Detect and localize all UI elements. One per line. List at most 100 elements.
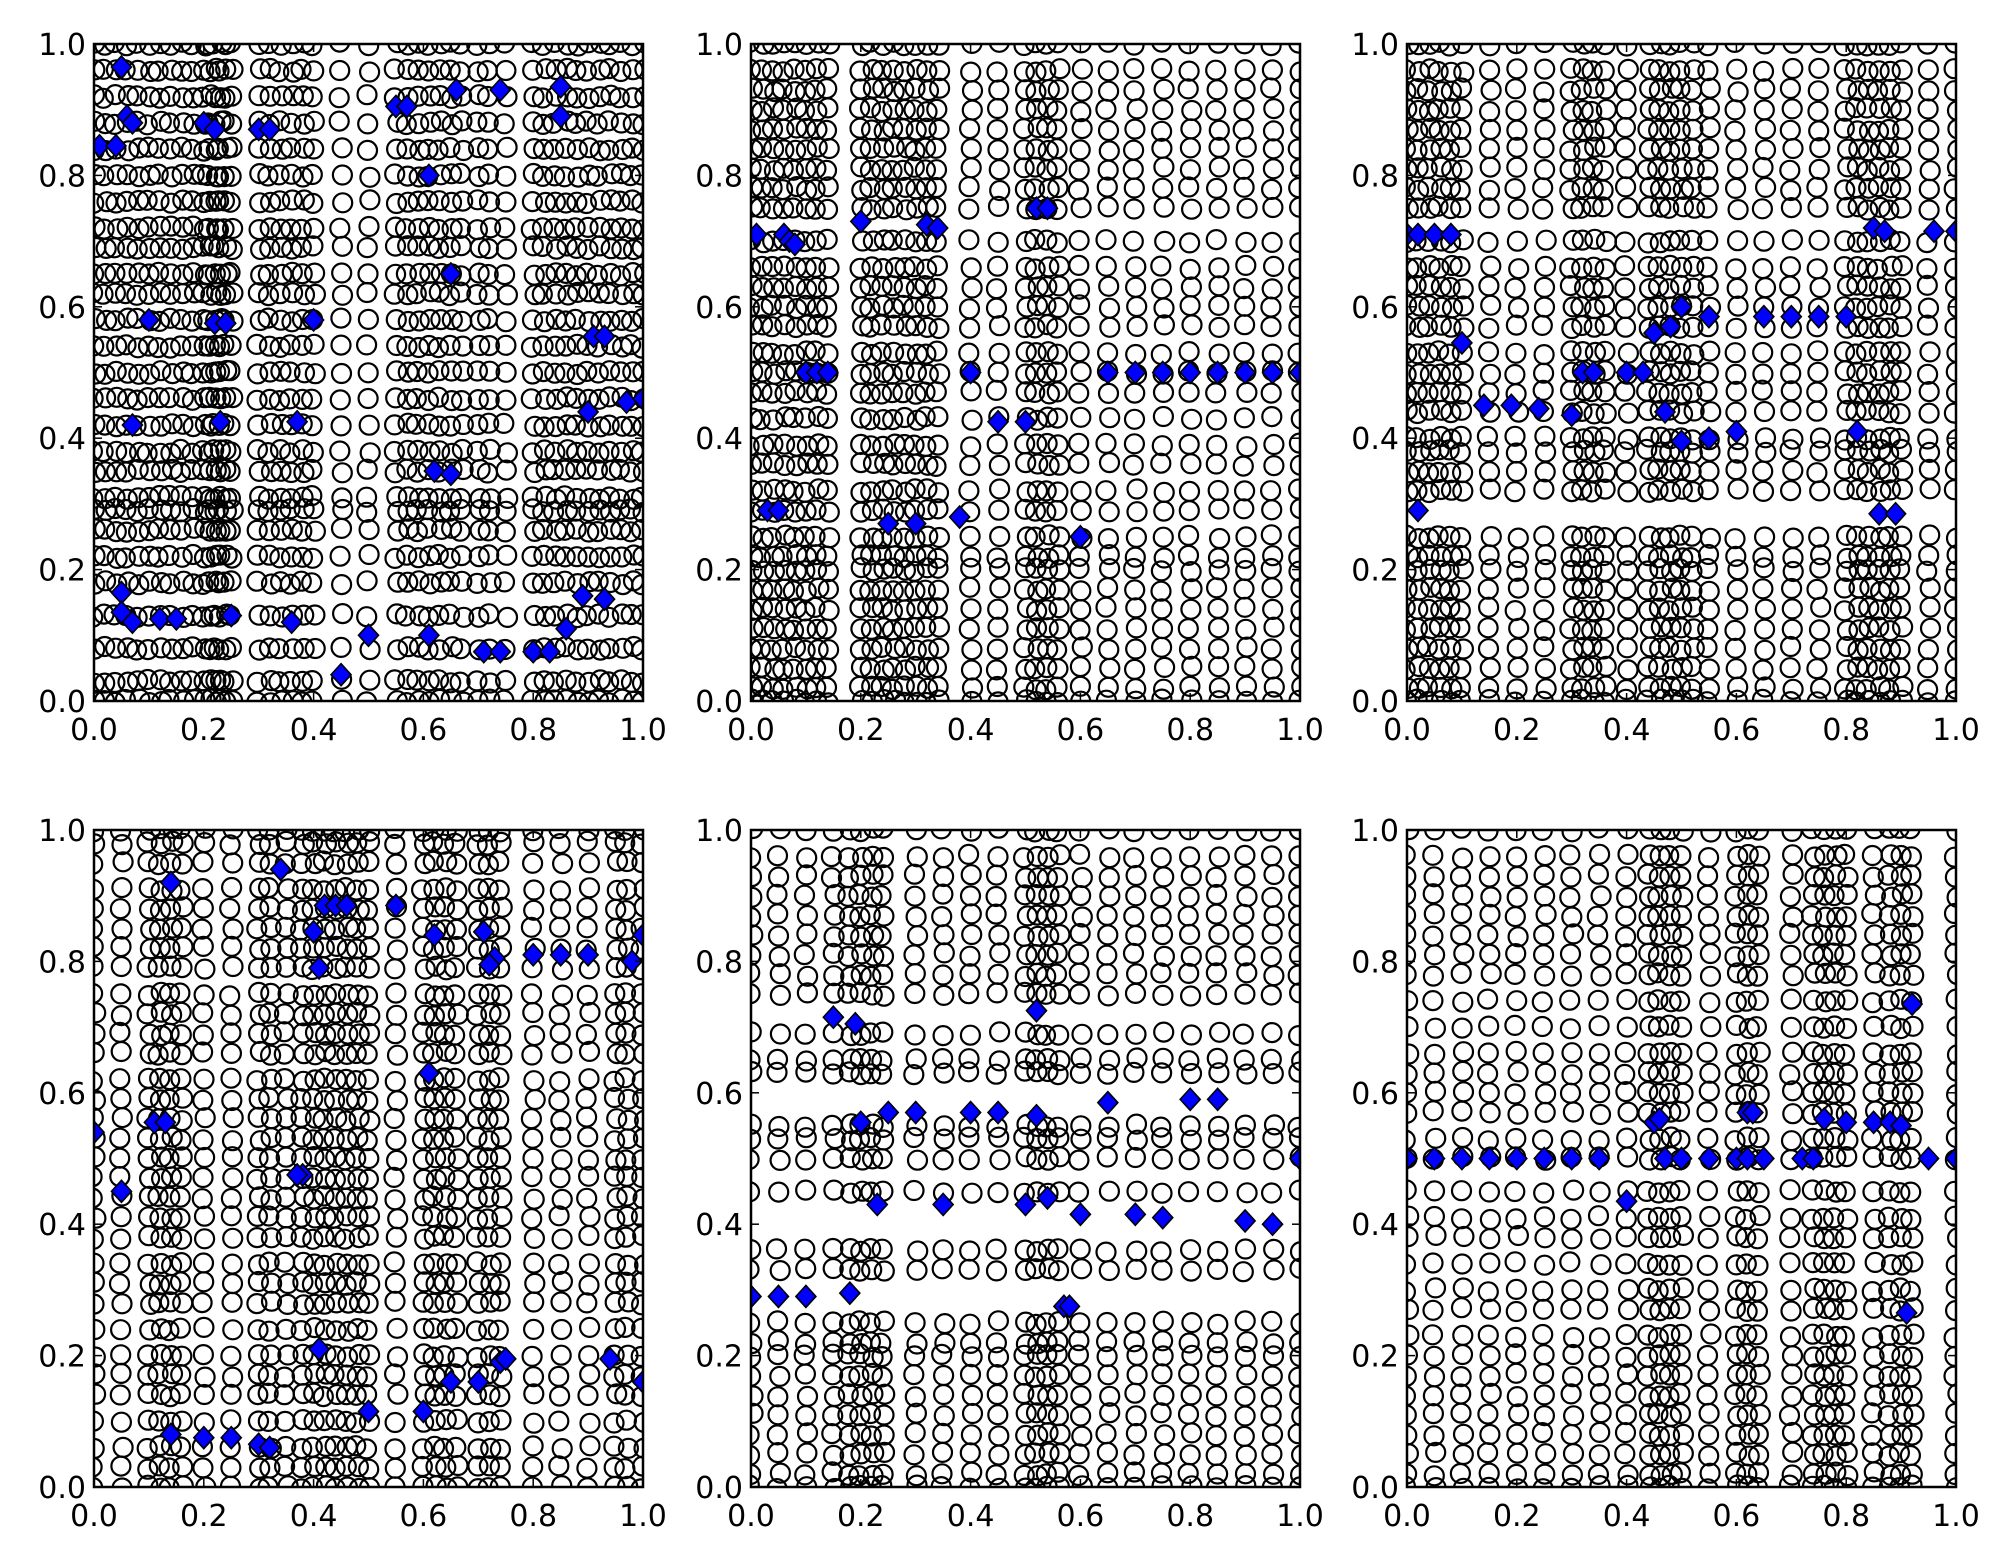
circle-marker	[128, 521, 150, 543]
circle-marker	[1476, 425, 1499, 447]
circle-marker	[324, 1089, 346, 1111]
circle-marker	[418, 216, 440, 239]
circle-marker	[147, 546, 169, 568]
circle-marker	[1918, 402, 1940, 424]
circle-marker	[346, 938, 368, 960]
circle-marker	[397, 636, 419, 658]
circle-marker	[213, 670, 235, 693]
circle-marker	[873, 1260, 895, 1282]
circle-marker	[796, 1442, 818, 1464]
circle-marker	[408, 113, 430, 135]
circle-marker	[488, 1089, 510, 1111]
circle-marker	[478, 1455, 500, 1477]
circle-marker	[823, 1179, 845, 1201]
circle-marker	[330, 334, 352, 356]
circle-marker	[933, 1062, 955, 1084]
circle-marker	[490, 831, 512, 854]
circle-marker	[1779, 256, 1802, 278]
circle-marker	[766, 1048, 789, 1071]
circle-marker	[751, 479, 763, 501]
circle-marker	[116, 262, 138, 284]
circle-marker	[1754, 78, 1776, 100]
circle-marker	[336, 938, 358, 960]
circle-marker	[1123, 80, 1145, 102]
circle-marker	[1036, 362, 1058, 384]
circle-marker	[1150, 120, 1173, 142]
circle-marker	[551, 1149, 573, 1171]
circle-marker	[331, 164, 353, 186]
circle-marker	[1504, 691, 1526, 701]
circle-marker	[1833, 58, 1855, 81]
circle-marker	[479, 438, 501, 460]
circle-marker	[1647, 158, 1669, 180]
circle-marker	[1559, 618, 1581, 640]
circle-marker	[478, 500, 501, 522]
circle-marker	[192, 1166, 214, 1189]
circle-marker	[633, 1411, 643, 1433]
circle-marker	[604, 1318, 627, 1340]
diamond-marker	[121, 412, 144, 438]
circle-marker	[960, 864, 982, 886]
circle-marker	[1658, 383, 1680, 405]
circle-marker	[315, 1435, 337, 1458]
circle-marker	[277, 1087, 299, 1110]
circle-marker	[1593, 691, 1616, 701]
circle-marker	[137, 216, 159, 238]
circle-marker	[117, 84, 140, 107]
circle-marker	[150, 1252, 172, 1275]
circle-marker	[753, 434, 775, 456]
circle-marker	[872, 830, 894, 839]
circle-marker	[358, 1022, 381, 1044]
circle-marker	[405, 283, 427, 305]
circle-marker	[1038, 256, 1060, 278]
circle-marker	[861, 886, 883, 908]
circle-marker	[384, 1189, 406, 1211]
circle-marker	[466, 44, 488, 56]
circle-marker	[873, 1310, 896, 1332]
circle-marker	[159, 1386, 181, 1408]
circle-marker	[1235, 618, 1257, 640]
circle-marker	[861, 675, 883, 697]
circle-marker	[1583, 403, 1605, 425]
circle-marker	[180, 670, 202, 692]
circle-marker	[774, 382, 796, 404]
circle-marker	[931, 1047, 954, 1070]
circle-marker	[960, 598, 982, 620]
circle-marker	[417, 487, 439, 509]
circle-marker	[1068, 432, 1090, 454]
circle-marker	[428, 360, 450, 382]
circle-marker	[1583, 692, 1605, 701]
circle-marker	[1584, 525, 1606, 547]
circle-marker	[422, 831, 444, 853]
circle-marker	[522, 1318, 545, 1341]
circle-marker	[960, 546, 982, 568]
circle-marker	[1290, 118, 1300, 140]
circle-marker	[214, 284, 237, 306]
circle-marker	[478, 1130, 500, 1152]
y-tick-label: 0.0	[695, 685, 743, 720]
circle-marker	[451, 438, 473, 461]
circle-marker	[1615, 461, 1637, 483]
circle-marker	[796, 965, 819, 987]
circle-marker	[914, 579, 937, 601]
circle-marker	[893, 406, 916, 429]
circle-marker	[751, 100, 773, 123]
circle-marker	[1289, 100, 1300, 122]
circle-marker	[1418, 399, 1441, 421]
circle-marker	[823, 982, 845, 1004]
circle-marker	[769, 1462, 792, 1484]
circle-marker	[751, 407, 764, 429]
circle-marker	[215, 58, 237, 80]
circle-marker	[1614, 137, 1636, 159]
circle-marker	[823, 1385, 846, 1408]
circle-marker	[927, 547, 949, 570]
circle-marker	[1683, 59, 1705, 81]
circle-marker	[545, 238, 568, 260]
circle-marker	[752, 527, 774, 550]
circle-marker	[522, 1435, 544, 1457]
circle-marker	[419, 545, 441, 567]
circle-marker	[1263, 616, 1285, 638]
diamond-marker	[467, 1369, 490, 1395]
circle-marker	[1035, 691, 1057, 701]
circle-marker	[1869, 97, 1891, 120]
